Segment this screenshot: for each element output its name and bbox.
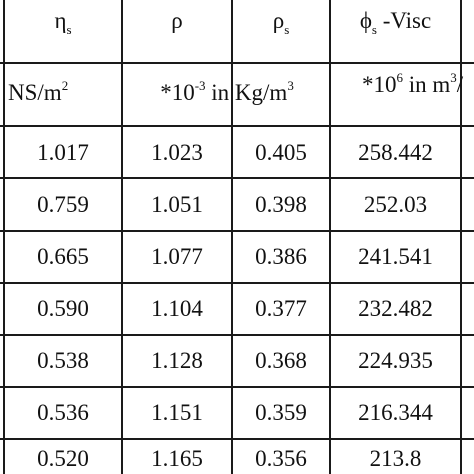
cell-rho: 1.165 — [151, 446, 203, 471]
cell-rho-s: 0.405 — [255, 140, 307, 165]
cell-phi: 216.344 — [358, 400, 433, 425]
cell-eta: 0.590 — [37, 296, 89, 321]
cell-phi: 232.482 — [358, 296, 433, 321]
units-text: *10 — [362, 72, 397, 97]
cell-eta: 0.759 — [37, 192, 89, 217]
row-divider — [0, 386, 474, 388]
header-symbol: ρ — [171, 8, 183, 33]
cell-eta: 0.665 — [37, 244, 89, 269]
units-exponent: 6 — [396, 70, 404, 85]
row-divider — [0, 282, 474, 284]
cell-eta: 0.520 — [37, 446, 89, 471]
cell-rho-s: 0.398 — [255, 192, 307, 217]
cell-phi: 241.541 — [358, 244, 433, 269]
cell-rho: 1.023 — [151, 140, 203, 165]
cell-eta: 1.017 — [37, 140, 89, 165]
cell-eta: 0.538 — [37, 348, 89, 373]
header-rho-s: ρs — [233, 8, 329, 37]
cell-phi: 224.935 — [358, 348, 433, 373]
cell-rho-s: 0.356 — [255, 446, 307, 471]
header-phi-s-visc: ϕs -Visc — [331, 8, 460, 37]
row-divider — [0, 438, 474, 440]
header-symbol: ϕ — [359, 8, 372, 33]
units-text: in m — [403, 72, 451, 97]
row-divider — [0, 334, 474, 336]
cell-rho: 1.151 — [151, 400, 203, 425]
cell-rho-s: 0.359 — [255, 400, 307, 425]
cell-rho: 1.128 — [151, 348, 203, 373]
units-text: / — [456, 72, 464, 97]
header-symbol: ρ — [272, 8, 285, 33]
row-divider — [0, 230, 474, 232]
units-exponent: 2 — [61, 78, 69, 93]
cell-rho: 1.104 — [151, 296, 203, 321]
header-subscript: s — [371, 22, 377, 37]
cell-rho-s: 0.386 — [255, 244, 307, 269]
units-exponent: 3 — [287, 78, 294, 93]
cell-rho-s: 0.368 — [255, 348, 307, 373]
cell-rho: 1.077 — [151, 244, 203, 269]
cell-eta: 0.536 — [37, 400, 89, 425]
units-density: *10-3 in Kg/m3 — [125, 78, 329, 106]
units-text: in Kg/m — [205, 80, 288, 105]
header-subscript: s — [66, 22, 72, 37]
row-divider — [0, 62, 474, 64]
column-divider — [460, 0, 462, 474]
units-text: *10 — [160, 80, 195, 105]
header-symbol: η — [54, 8, 67, 33]
column-divider — [121, 0, 123, 474]
column-divider — [3, 0, 5, 474]
cell-phi: 252.03 — [363, 192, 428, 217]
units-molar-volume: *106 in m3/ — [362, 70, 464, 98]
row-divider — [0, 125, 474, 127]
units-exponent: -3 — [194, 78, 206, 93]
header-rho: ρ — [125, 8, 229, 34]
header-eta-s: ηs — [8, 8, 118, 37]
cell-phi: 258.442 — [358, 140, 433, 165]
cell-rho-s: 0.377 — [255, 296, 307, 321]
column-divider — [329, 0, 331, 474]
row-divider — [0, 177, 474, 179]
header-text: -Visc — [376, 8, 432, 33]
units-viscosity: NS/m2 — [8, 78, 69, 106]
units-exponent: 3 — [450, 70, 457, 85]
header-subscript: s — [284, 22, 290, 37]
column-divider — [231, 0, 233, 474]
cell-phi: 213.8 — [369, 446, 422, 471]
cell-rho: 1.051 — [151, 192, 203, 217]
units-text: NS/m — [8, 80, 62, 105]
